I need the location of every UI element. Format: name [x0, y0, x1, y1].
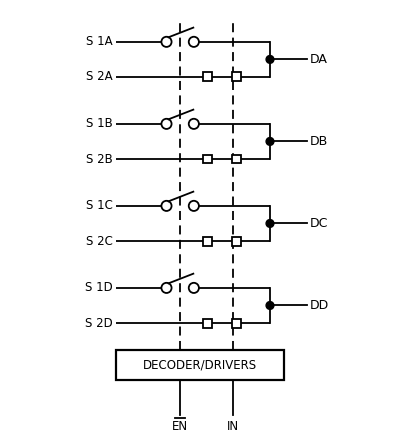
Text: DECODER/DRIVERS: DECODER/DRIVERS [143, 358, 257, 372]
Bar [232, 237, 241, 245]
Bar [203, 155, 212, 163]
Circle shape [161, 201, 171, 211]
Text: S 2D: S 2D [85, 317, 112, 330]
Circle shape [266, 137, 274, 145]
Circle shape [161, 283, 171, 293]
Circle shape [266, 302, 274, 309]
Text: DA: DA [310, 53, 328, 66]
Bar [203, 73, 212, 82]
Text: S 1B: S 1B [86, 117, 112, 130]
Bar [203, 237, 212, 245]
Bar [232, 73, 241, 82]
Circle shape [189, 119, 199, 129]
Text: EN: EN [172, 420, 188, 433]
Circle shape [161, 37, 171, 47]
Circle shape [266, 220, 274, 227]
Text: DD: DD [310, 299, 329, 312]
Bar [203, 319, 212, 327]
Text: S 2B: S 2B [86, 152, 112, 166]
Bar [232, 155, 241, 163]
Text: S 2A: S 2A [86, 70, 112, 83]
Text: DB: DB [310, 135, 328, 148]
Circle shape [189, 283, 199, 293]
Circle shape [189, 37, 199, 47]
Bar [232, 319, 241, 327]
Text: S 2C: S 2C [86, 234, 112, 248]
Bar [116, 350, 284, 380]
Circle shape [266, 55, 274, 63]
Text: IN: IN [227, 420, 239, 433]
Text: S 1C: S 1C [86, 199, 112, 212]
Text: S 1D: S 1D [85, 281, 112, 295]
Text: S 1A: S 1A [86, 35, 112, 48]
Circle shape [161, 119, 171, 129]
Text: DC: DC [310, 217, 328, 230]
Circle shape [189, 201, 199, 211]
